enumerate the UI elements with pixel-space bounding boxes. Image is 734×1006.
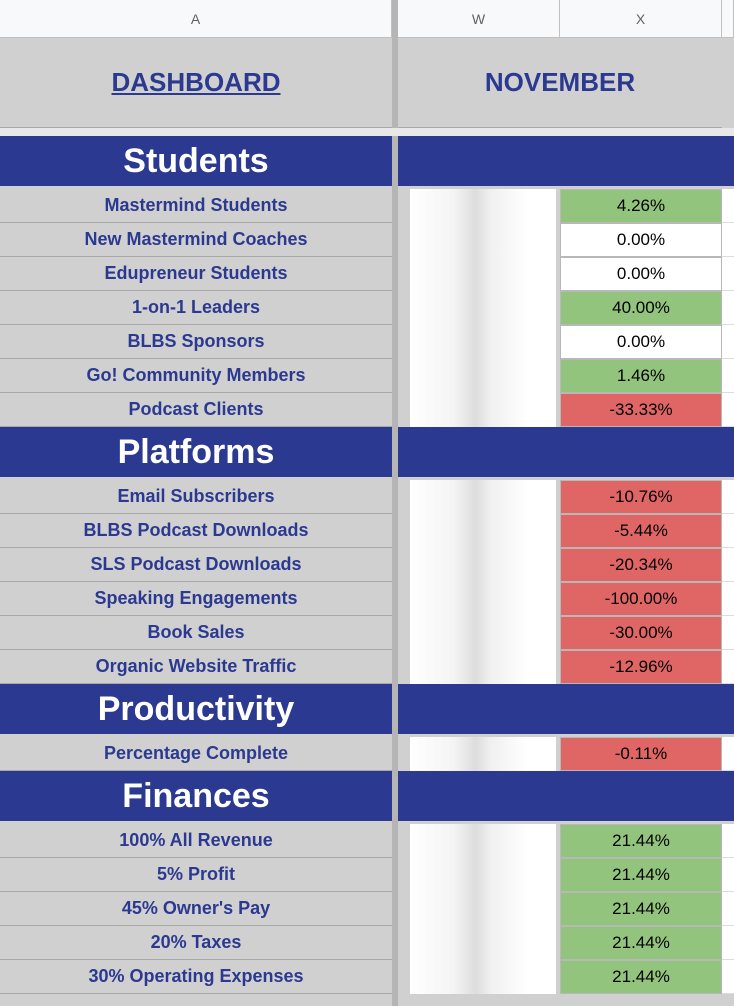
value-cell: 21.44% (560, 892, 722, 926)
redacted-cell (410, 960, 556, 994)
cell (722, 926, 734, 960)
redacted-cell (410, 548, 556, 582)
redacted-cell (410, 223, 556, 257)
row-label: Percentage Complete (0, 737, 392, 771)
redacted-cell (410, 858, 556, 892)
cell (722, 650, 734, 684)
freeze-divider (392, 0, 398, 1006)
value-cell: 40.00% (560, 291, 722, 325)
cell (722, 514, 734, 548)
cell (722, 616, 734, 650)
row-label: 1-on-1 Leaders (0, 291, 392, 325)
column-header[interactable]: A (0, 0, 392, 38)
value-cell: 21.44% (560, 926, 722, 960)
cell (722, 223, 734, 257)
column-header[interactable]: X (560, 0, 722, 38)
redacted-cell (410, 291, 556, 325)
redacted-cell (410, 650, 556, 684)
cell (722, 291, 734, 325)
row-label: Mastermind Students (0, 189, 392, 223)
redacted-cell (410, 737, 556, 771)
redacted-cell (410, 926, 556, 960)
cell (722, 858, 734, 892)
value-cell: 21.44% (560, 824, 722, 858)
redacted-cell (410, 892, 556, 926)
cell (722, 582, 734, 616)
row-label: BLBS Sponsors (0, 325, 392, 359)
row-label: Organic Website Traffic (0, 650, 392, 684)
value-cell: 0.00% (560, 257, 722, 291)
section-band (398, 684, 734, 734)
row-label: Speaking Engagements (0, 582, 392, 616)
redacted-cell (410, 393, 556, 427)
cell (722, 548, 734, 582)
value-cell: -100.00% (560, 582, 722, 616)
row-label: SLS Podcast Downloads (0, 548, 392, 582)
cell (722, 960, 734, 994)
row-label: 20% Taxes (0, 926, 392, 960)
redacted-cell (410, 257, 556, 291)
value-cell: -33.33% (560, 393, 722, 427)
redacted-cell (410, 616, 556, 650)
section-header: Finances (0, 771, 392, 821)
cell (722, 257, 734, 291)
row-label: 100% All Revenue (0, 824, 392, 858)
redacted-cell (410, 514, 556, 548)
value-cell: -20.34% (560, 548, 722, 582)
section-band (398, 771, 734, 821)
value-cell: -5.44% (560, 514, 722, 548)
dashboard-link[interactable]: DASHBOARD (0, 38, 392, 128)
cell (722, 393, 734, 427)
row-label: New Mastermind Coaches (0, 223, 392, 257)
redacted-cell (410, 189, 556, 223)
row-label: Go! Community Members (0, 359, 392, 393)
row-label: 5% Profit (0, 858, 392, 892)
row-label: Podcast Clients (0, 393, 392, 427)
value-cell: -0.11% (560, 737, 722, 771)
value-cell: 0.00% (560, 223, 722, 257)
row-label: Book Sales (0, 616, 392, 650)
section-band (398, 427, 734, 477)
value-cell: 21.44% (560, 960, 722, 994)
cell (722, 325, 734, 359)
section-band (398, 136, 734, 186)
value-cell: 21.44% (560, 858, 722, 892)
spacer-row (0, 128, 734, 136)
value-cell: -12.96% (560, 650, 722, 684)
cell (722, 892, 734, 926)
column-header[interactable]: W (398, 0, 560, 38)
cell (722, 359, 734, 393)
value-cell: 4.26% (560, 189, 722, 223)
row-label: Edupreneur Students (0, 257, 392, 291)
cell (722, 824, 734, 858)
row-label: BLBS Podcast Downloads (0, 514, 392, 548)
redacted-cell (410, 359, 556, 393)
value-cell: 1.46% (560, 359, 722, 393)
section-header: Students (0, 136, 392, 186)
cell (722, 737, 734, 771)
cell (722, 189, 734, 223)
value-cell: 0.00% (560, 325, 722, 359)
redacted-cell (410, 325, 556, 359)
row-label: 45% Owner's Pay (0, 892, 392, 926)
month-header: NOVEMBER (398, 38, 722, 128)
value-cell: -10.76% (560, 480, 722, 514)
redacted-cell (410, 582, 556, 616)
section-header: Platforms (0, 427, 392, 477)
redacted-cell (410, 824, 556, 858)
column-header (722, 0, 734, 38)
row-label: 30% Operating Expenses (0, 960, 392, 994)
redacted-cell (410, 480, 556, 514)
value-cell: -30.00% (560, 616, 722, 650)
row-label: Email Subscribers (0, 480, 392, 514)
section-header: Productivity (0, 684, 392, 734)
cell (722, 480, 734, 514)
